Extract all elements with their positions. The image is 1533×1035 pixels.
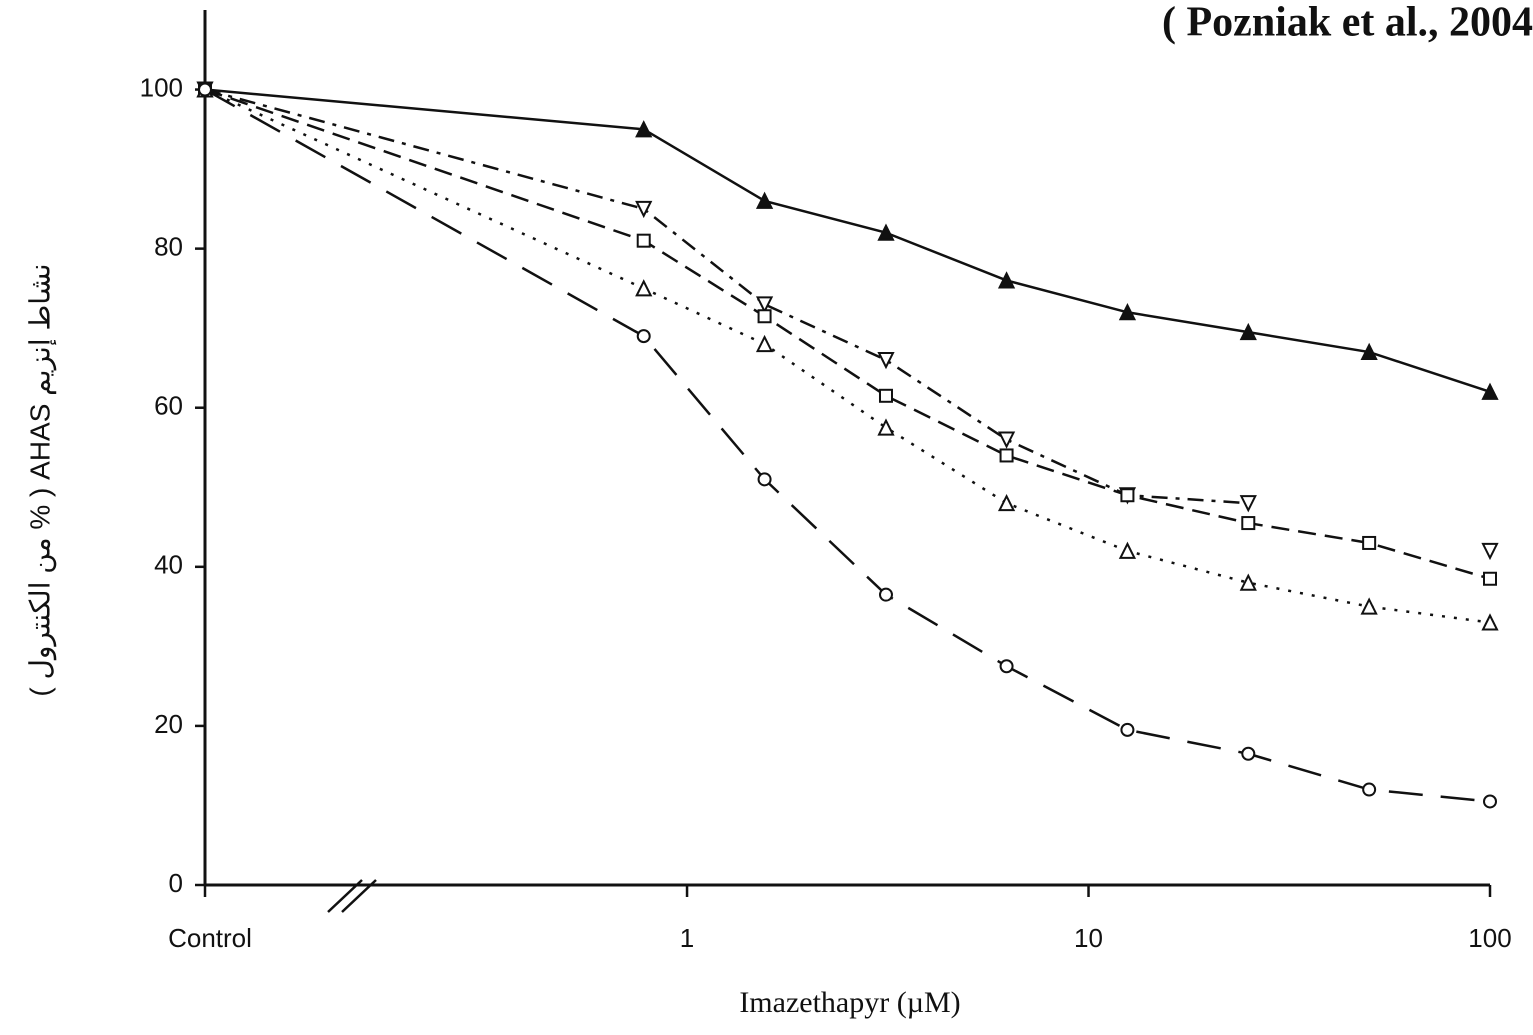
marker	[1483, 571, 1497, 586]
x-tick-label: 100	[1468, 923, 1511, 953]
marker	[999, 448, 1014, 463]
series-line	[204, 88, 1491, 803]
series-line	[204, 88, 1491, 580]
marker	[755, 191, 774, 209]
series-line	[204, 88, 1491, 394]
x-tick-label: Control	[168, 923, 252, 953]
marker	[1360, 342, 1378, 361]
marker	[1362, 535, 1377, 550]
y-tick-label: 20	[154, 709, 183, 739]
marker	[635, 279, 653, 297]
y-tick-label: 100	[140, 72, 183, 102]
x-tick-label: 1	[680, 923, 694, 953]
marker	[877, 418, 895, 436]
marker	[997, 431, 1016, 449]
marker	[878, 587, 893, 602]
y-axis-label: نشاط إنزيم AHAS ( % من الكنترول )	[24, 263, 56, 696]
x-tick-label: 10	[1074, 923, 1103, 953]
marker	[1120, 722, 1135, 737]
marker	[999, 659, 1014, 674]
marker	[757, 472, 772, 487]
marker	[755, 334, 774, 353]
marker	[1481, 542, 1499, 561]
marker	[1120, 488, 1135, 503]
marker	[635, 200, 653, 219]
y-tick-label: 60	[154, 391, 183, 421]
marker	[198, 82, 212, 97]
marker	[755, 296, 774, 314]
marker	[877, 223, 895, 241]
x-axis-label: Imazethapyr (µM)	[739, 986, 960, 1019]
marker	[997, 493, 1016, 512]
marker	[1483, 794, 1497, 809]
marker	[1362, 782, 1377, 797]
marker	[1239, 322, 1257, 341]
marker	[878, 388, 893, 403]
marker	[1239, 573, 1257, 591]
marker	[1241, 516, 1256, 531]
marker	[635, 120, 653, 138]
marker	[636, 233, 651, 248]
y-tick-label: 0	[169, 868, 183, 898]
marker	[1360, 597, 1378, 615]
marker	[1239, 495, 1257, 513]
chart-title: ( Pozniak et al., 2004	[1162, 0, 1533, 46]
marker	[1481, 613, 1499, 631]
marker	[1118, 541, 1137, 559]
series-line	[205, 90, 1490, 551]
marker	[1118, 303, 1137, 321]
y-tick-label: 40	[154, 550, 183, 580]
marker	[1481, 382, 1499, 400]
y-tick-label: 80	[154, 232, 183, 262]
marker	[877, 352, 895, 370]
marker	[636, 329, 651, 344]
marker	[1241, 746, 1256, 761]
marker	[757, 309, 772, 324]
series-line	[204, 88, 1491, 624]
marker	[997, 271, 1016, 289]
